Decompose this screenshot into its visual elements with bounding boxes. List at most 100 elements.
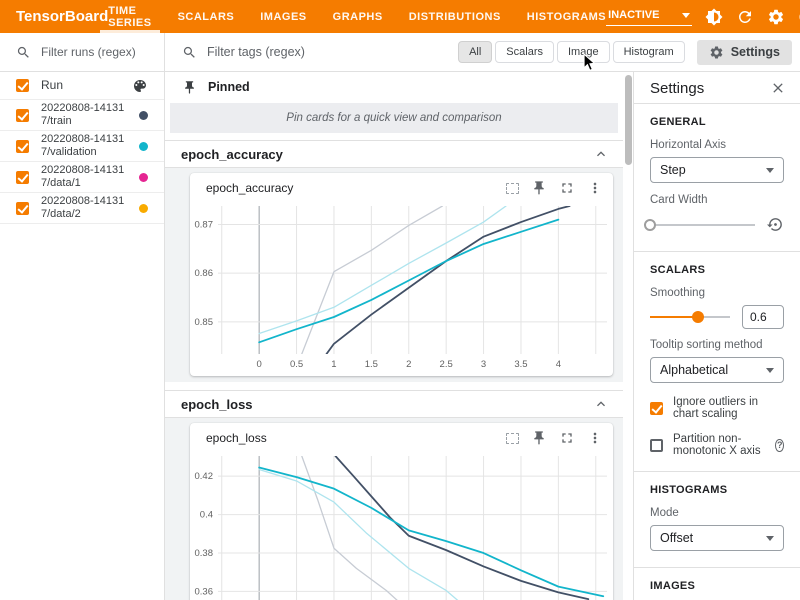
run-color-dot[interactable] [139,111,148,120]
settings-button-label: Settings [731,45,780,59]
run-checkbox[interactable] [16,202,29,215]
pinned-section-header: Pinned [165,72,623,102]
partition-x-axis-row: Partition non-monotonic X axis ? [650,433,784,457]
svg-text:0.38: 0.38 [195,548,214,559]
section-header[interactable]: epoch_loss [165,390,623,418]
reload-status-dropdown[interactable]: INACTIVE [606,7,692,26]
tooltip-sorting-select[interactable]: Alphabetical [650,357,784,383]
chip-image[interactable]: Image [557,41,610,63]
run-checkbox[interactable] [16,140,29,153]
card-header: epoch_loss [190,423,613,453]
smoothing-control [650,305,784,329]
settings-panel-title: Settings [650,80,704,97]
svg-text:1: 1 [331,359,336,370]
tab-graphs[interactable]: GRAPHS [333,0,383,33]
fullscreen-icon[interactable] [559,430,575,446]
slider-thumb[interactable] [692,311,704,323]
ignore-outliers-row: Ignore outliers in chart scaling [650,396,784,420]
header-actions: INACTIVE [606,7,800,26]
run-row-train[interactable]: 20220808-141317/train [0,100,164,131]
svg-text:3.5: 3.5 [514,359,527,370]
reset-icon[interactable] [767,216,784,233]
palette-icon[interactable] [132,78,148,94]
select-all-runs-checkbox[interactable] [16,79,29,92]
run-row-data-2[interactable]: 20220808-141317/data/2 [0,193,164,224]
group-heading: IMAGES [650,580,784,592]
settings-panel-header: Settings [634,73,800,104]
section-title: epoch_loss [181,397,253,412]
app-logo: TensorBoard [16,8,108,25]
settings-group-histograms: HISTOGRAMS Mode Offset [634,472,800,568]
partition-x-axis-checkbox[interactable] [650,439,663,452]
settings-gear-icon[interactable] [767,8,785,26]
section-body: epoch_accuracy 0.870.860.8500.511.522.53… [165,168,623,382]
fit-to-data-icon[interactable] [506,433,519,444]
main-scrollbar[interactable] [623,72,633,600]
card-title: epoch_loss [206,431,267,445]
smoothing-value-input[interactable] [742,305,784,329]
scalar-card-epoch-accuracy: epoch_accuracy 0.870.860.8500.511.522.53… [190,173,613,376]
card-width-slider[interactable] [650,218,755,232]
refresh-icon[interactable] [736,8,754,26]
tab-images[interactable]: IMAGES [260,0,306,33]
ignore-outliers-label: Ignore outliers in chart scaling [673,396,784,420]
tab-histograms[interactable]: HISTOGRAMS [527,0,606,33]
tab-scalars[interactable]: SCALARS [178,0,235,33]
run-color-dot[interactable] [139,204,148,213]
ignore-outliers-checkbox[interactable] [650,402,663,415]
smoothing-slider[interactable] [650,310,730,324]
run-row-validation[interactable]: 20220808-141317/validation [0,131,164,162]
settings-group-general: GENERAL Horizontal Axis Step Card Width [634,104,800,252]
pinned-title: Pinned [208,80,250,94]
svg-text:0.4: 0.4 [200,510,213,521]
chevron-down-icon [682,13,690,18]
smoothing-label: Smoothing [650,287,784,299]
horizontal-axis-label: Horizontal Axis [650,139,784,151]
run-checkbox[interactable] [16,171,29,184]
slider-thumb[interactable] [644,219,656,231]
dark-mode-toggle-icon[interactable] [705,8,723,26]
chevron-up-icon[interactable] [593,396,609,412]
chip-all[interactable]: All [458,41,492,63]
run-color-dot[interactable] [139,173,148,182]
pin-icon[interactable] [531,180,547,196]
tooltip-sorting-value: Alphabetical [660,363,728,377]
chip-scalars[interactable]: Scalars [495,41,554,63]
horizontal-axis-select[interactable]: Step [650,157,784,183]
run-row-data-1[interactable]: 20220808-141317/data/1 [0,162,164,193]
chevron-up-icon[interactable] [593,146,609,162]
section-title: epoch_accuracy [181,147,283,162]
svg-text:3: 3 [481,359,486,370]
fullscreen-icon[interactable] [559,180,575,196]
chip-histogram[interactable]: Histogram [613,41,685,63]
epoch-accuracy-chart[interactable]: 0.870.860.8500.511.522.533.54 [190,203,613,376]
tag-filter-toolbar: Filter tags (regex) All Scalars Image Hi… [165,33,800,72]
tab-time-series[interactable]: TIME SERIES [108,0,151,33]
settings-panel: Settings GENERAL Horizontal Axis Step Ca… [633,72,800,600]
filter-runs-input[interactable]: Filter runs (regex) [0,33,164,72]
help-icon[interactable]: ? [775,439,784,452]
horizontal-axis-value: Step [660,163,686,177]
more-options-icon[interactable] [587,430,603,446]
filter-tags-input[interactable]: Filter tags (regex) [207,45,305,59]
svg-text:0.86: 0.86 [195,268,214,279]
tab-distributions[interactable]: DISTRIBUTIONS [409,0,501,33]
histogram-mode-select[interactable]: Offset [650,525,784,551]
chevron-down-icon [766,168,774,173]
pin-icon [182,80,197,95]
run-color-dot[interactable] [139,142,148,151]
settings-button[interactable]: Settings [697,40,792,65]
pin-icon[interactable] [531,430,547,446]
more-options-icon[interactable] [587,180,603,196]
close-icon[interactable] [770,80,786,96]
section-epoch-loss: epoch_loss epoch_loss 0.420.40.380.3600.… [165,390,623,600]
run-name: 20220808-141317/validation [41,133,125,159]
scrollbar-thumb[interactable] [625,75,632,165]
epoch-loss-chart[interactable]: 0.420.40.380.3600.511.522.533.54 [190,453,613,600]
fit-to-data-icon[interactable] [506,183,519,194]
section-header[interactable]: epoch_accuracy [165,140,623,168]
run-column-label: Run [41,79,125,92]
run-checkbox[interactable] [16,109,29,122]
section-body: epoch_loss 0.420.40.380.3600.511.522.533… [165,418,623,600]
cards-main-area: Pinned Pin cards for a quick view and co… [165,72,623,600]
